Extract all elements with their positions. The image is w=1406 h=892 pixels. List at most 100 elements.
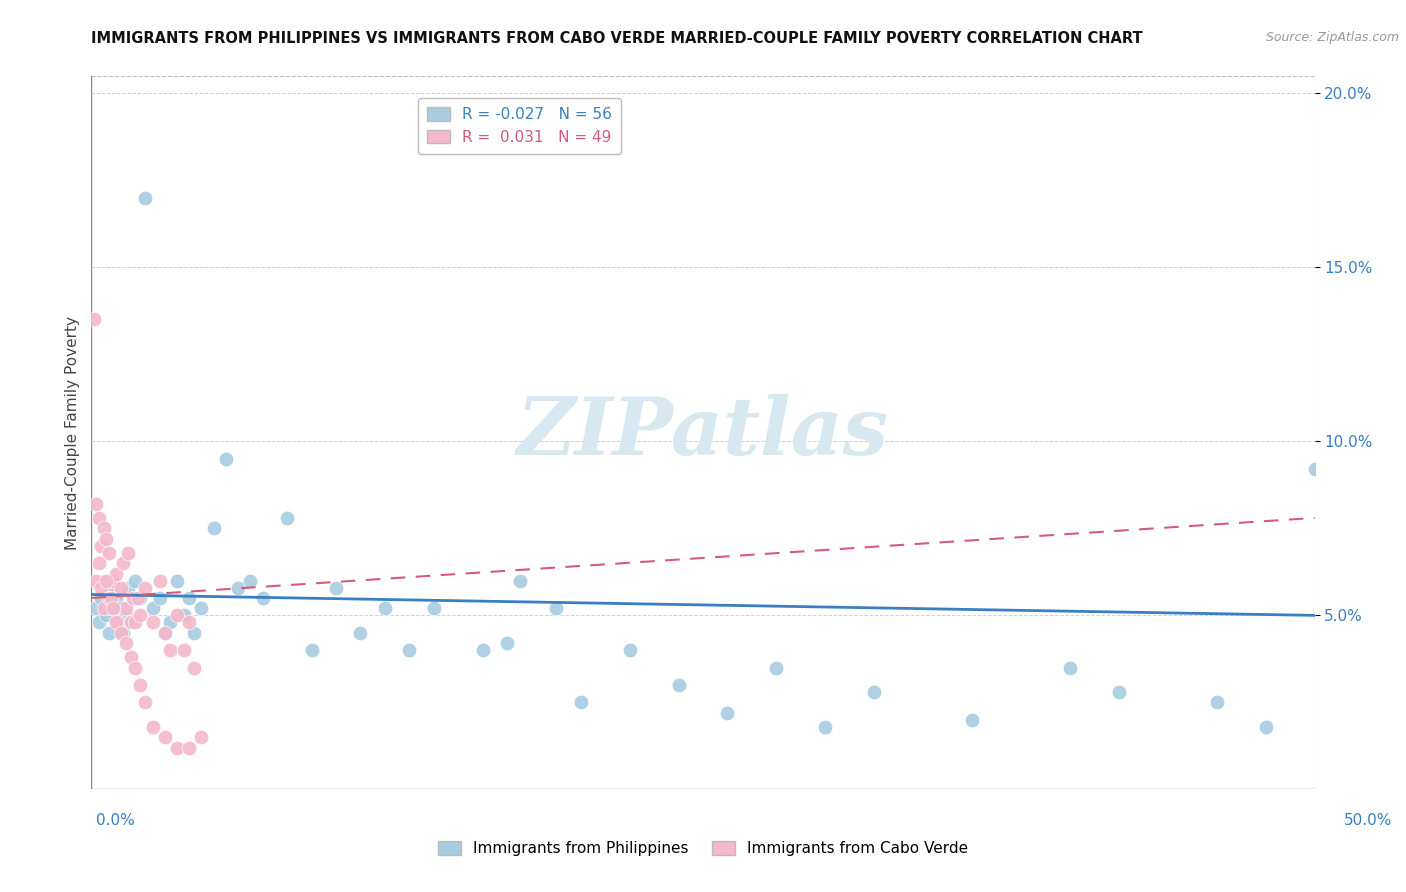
Legend: Immigrants from Philippines, Immigrants from Cabo Verde: Immigrants from Philippines, Immigrants …: [432, 835, 974, 862]
Point: [129, 591, 152, 605]
Point: [166, 608, 188, 623]
Point: [97, 625, 120, 640]
Point: [90, 539, 112, 553]
Point: [569, 695, 592, 709]
Point: [84, 497, 107, 511]
Point: [107, 615, 129, 630]
Point: [124, 615, 146, 630]
Point: [107, 615, 129, 630]
Point: [141, 615, 163, 630]
Point: [276, 511, 298, 525]
Point: [120, 615, 142, 630]
Point: [153, 625, 176, 640]
Point: [153, 625, 176, 640]
Point: [94, 608, 117, 623]
Point: [129, 608, 152, 623]
Point: [124, 660, 146, 674]
Point: [110, 581, 132, 595]
Point: [153, 730, 176, 744]
Point: [134, 191, 156, 205]
Point: [183, 625, 205, 640]
Text: IMMIGRANTS FROM PHILIPPINES VS IMMIGRANTS FROM CABO VERDE MARRIED-COUPLE FAMILY : IMMIGRANTS FROM PHILIPPINES VS IMMIGRANT…: [91, 31, 1143, 46]
Point: [166, 740, 188, 755]
Point: [90, 591, 112, 605]
Point: [226, 581, 249, 595]
Point: [179, 591, 201, 605]
Point: [112, 556, 135, 570]
Point: [183, 660, 205, 674]
Point: [110, 625, 132, 640]
Legend: R = -0.027   N = 56, R =  0.031   N = 49: R = -0.027 N = 56, R = 0.031 N = 49: [418, 98, 621, 153]
Point: [960, 713, 983, 727]
Point: [301, 643, 323, 657]
Point: [173, 608, 195, 623]
Y-axis label: Married-Couple Family Poverty: Married-Couple Family Poverty: [65, 316, 80, 549]
Point: [93, 601, 115, 615]
Point: [141, 601, 163, 615]
Point: [134, 695, 156, 709]
Point: [124, 574, 146, 588]
Point: [668, 678, 690, 692]
Point: [179, 615, 201, 630]
Point: [496, 636, 519, 650]
Point: [84, 574, 107, 588]
Point: [374, 601, 396, 615]
Point: [87, 511, 110, 525]
Point: [149, 574, 172, 588]
Point: [120, 615, 142, 630]
Point: [87, 556, 110, 570]
Point: [117, 581, 139, 595]
Point: [471, 643, 494, 657]
Point: [215, 451, 238, 466]
Point: [863, 685, 886, 699]
Point: [104, 591, 127, 605]
Point: [114, 601, 136, 615]
Point: [252, 591, 274, 605]
Point: [122, 591, 145, 605]
Point: [127, 591, 149, 605]
Point: [1205, 695, 1227, 709]
Point: [112, 625, 135, 640]
Point: [117, 546, 139, 560]
Point: [159, 615, 181, 630]
Point: [239, 574, 262, 588]
Point: [765, 660, 787, 674]
Point: [103, 601, 125, 615]
Point: [1254, 720, 1277, 734]
Point: [814, 720, 837, 734]
Point: [1059, 660, 1081, 674]
Point: [619, 643, 641, 657]
Point: [100, 591, 122, 605]
Point: [100, 581, 122, 595]
Point: [173, 643, 195, 657]
Point: [110, 601, 132, 615]
Text: 50.0%: 50.0%: [1344, 814, 1392, 828]
Point: [1108, 685, 1130, 699]
Point: [103, 574, 125, 588]
Point: [349, 625, 371, 640]
Point: [104, 566, 127, 581]
Point: [114, 636, 136, 650]
Point: [134, 581, 156, 595]
Point: [202, 521, 225, 535]
Point: [83, 312, 105, 326]
Text: 0.0%: 0.0%: [96, 814, 135, 828]
Point: [94, 574, 117, 588]
Point: [103, 581, 125, 595]
Point: [179, 740, 201, 755]
Point: [129, 678, 152, 692]
Point: [104, 615, 127, 630]
Point: [325, 581, 347, 595]
Point: [166, 574, 188, 588]
Point: [190, 601, 212, 615]
Point: [120, 650, 142, 665]
Text: Source: ZipAtlas.com: Source: ZipAtlas.com: [1265, 31, 1399, 45]
Point: [190, 730, 212, 744]
Point: [84, 601, 107, 615]
Text: ZIPatlas: ZIPatlas: [517, 394, 889, 471]
Point: [100, 601, 122, 615]
Point: [1303, 462, 1326, 476]
Point: [509, 574, 531, 588]
Point: [159, 643, 181, 657]
Point: [93, 521, 115, 535]
